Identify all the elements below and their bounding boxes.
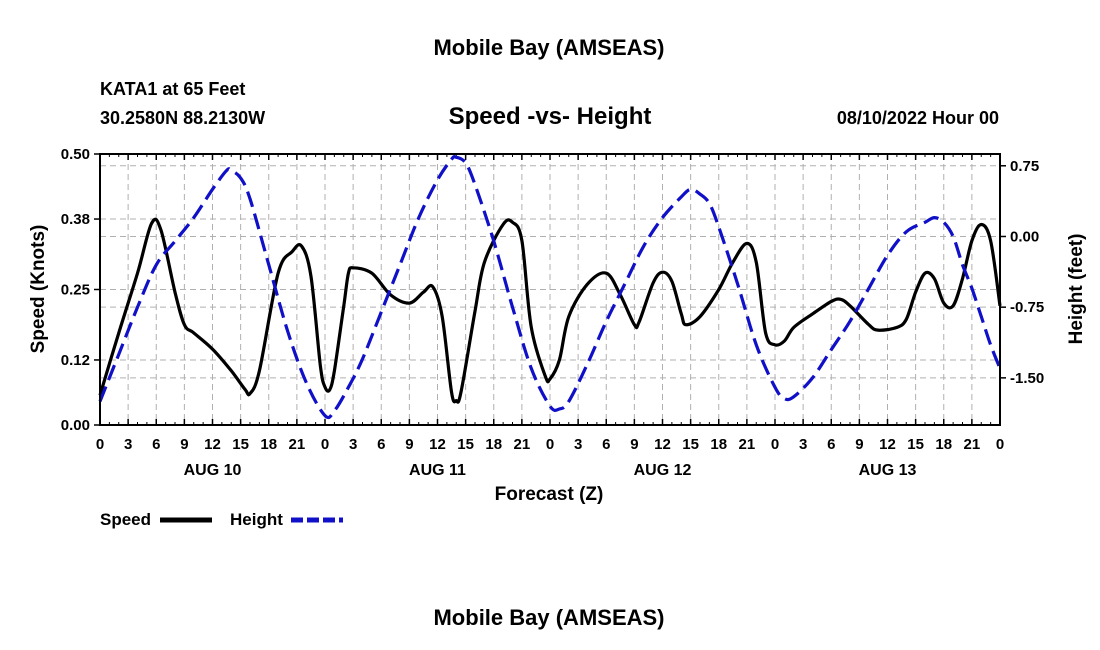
legend-speed-label: Speed — [100, 510, 151, 529]
plot-frame — [99, 153, 1001, 426]
timestamp-label: 08/10/2022 Hour 00 — [837, 108, 999, 128]
y-right-tick-label: -0.75 — [1010, 299, 1044, 316]
y-left-tick-label: 0.00 — [61, 417, 90, 434]
day-label: AUG 13 — [859, 462, 917, 479]
chart-title: Speed -vs- Height — [449, 103, 652, 130]
y-axis-title-left: Speed (Knots) — [28, 225, 49, 354]
x-tick-label: 3 — [799, 436, 807, 453]
x-tick-label: 3 — [124, 436, 132, 453]
series-lines — [98, 155, 1002, 420]
height-series-line — [98, 155, 1002, 420]
x-tick-label: 12 — [429, 436, 446, 453]
x-tick-label: 9 — [855, 436, 863, 453]
x-axis-title: Forecast (Z) — [495, 484, 604, 505]
y-left-tick-label: 0.38 — [61, 211, 90, 228]
x-tick-label: 18 — [485, 436, 502, 453]
x-tick-label: 6 — [827, 436, 835, 453]
y-right-tick-label: -1.50 — [1010, 370, 1044, 387]
x-tick-label: 6 — [602, 436, 610, 453]
axis-labels: 0 3 6 9 12 15 18 21 0 3 6 9 12 15 18 21 0 3 6 9 12 15 18 21 0 3 6 9… — [61, 146, 1044, 479]
x-tick-label: 0 — [996, 436, 1004, 453]
x-tick-label: 21 — [289, 436, 306, 453]
next-chart-title: Mobile Bay (AMSEAS) — [433, 605, 664, 630]
x-tick-label: 18 — [710, 436, 727, 453]
x-tick-label: 0 — [321, 436, 329, 453]
station-label: KATA1 at 65 Feet — [100, 79, 245, 99]
x-tick-label: 12 — [654, 436, 671, 453]
x-tick-label: 12 — [879, 436, 896, 453]
y-right-tick-label: 0.75 — [1010, 158, 1039, 175]
legend-height-label: Height — [230, 510, 283, 529]
y-left-tick-label: 0.25 — [61, 282, 90, 299]
y-right-tick-label: 0.00 — [1010, 228, 1039, 245]
x-tick-label: 0 — [546, 436, 554, 453]
x-tick-label: 9 — [405, 436, 413, 453]
x-tick-label: 3 — [574, 436, 582, 453]
y-left-tick-label: 0.12 — [61, 352, 90, 369]
x-tick-label: 21 — [739, 436, 756, 453]
x-tick-label: 9 — [180, 436, 188, 453]
day-label: AUG 10 — [184, 462, 242, 479]
x-tick-label: 18 — [260, 436, 277, 453]
x-tick-label: 15 — [907, 436, 924, 453]
x-tick-label: 21 — [514, 436, 531, 453]
speed-series-line — [98, 217, 1002, 404]
day-label: AUG 12 — [634, 462, 692, 479]
x-tick-label: 3 — [349, 436, 357, 453]
x-tick-label: 6 — [152, 436, 160, 453]
x-tick-label: 0 — [96, 436, 104, 453]
x-tick-label: 6 — [377, 436, 385, 453]
x-tick-label: 15 — [232, 436, 249, 453]
position-label: 30.2580N 88.2130W — [100, 108, 265, 128]
x-tick-label: 21 — [964, 436, 981, 453]
x-tick-label: 18 — [935, 436, 952, 453]
x-tick-label: 0 — [771, 436, 779, 453]
x-tick-label: 9 — [630, 436, 638, 453]
x-tick-label: 15 — [682, 436, 699, 453]
x-tick-label: 12 — [204, 436, 221, 453]
y-axis-title-right: Height (feet) — [1066, 234, 1087, 345]
day-label: AUG 11 — [409, 462, 466, 479]
y-left-tick-label: 0.50 — [61, 146, 90, 163]
main-title: Mobile Bay (AMSEAS) — [433, 35, 664, 60]
legend: Speed Height — [100, 510, 343, 529]
grid — [100, 154, 1000, 425]
x-tick-label: 15 — [457, 436, 474, 453]
